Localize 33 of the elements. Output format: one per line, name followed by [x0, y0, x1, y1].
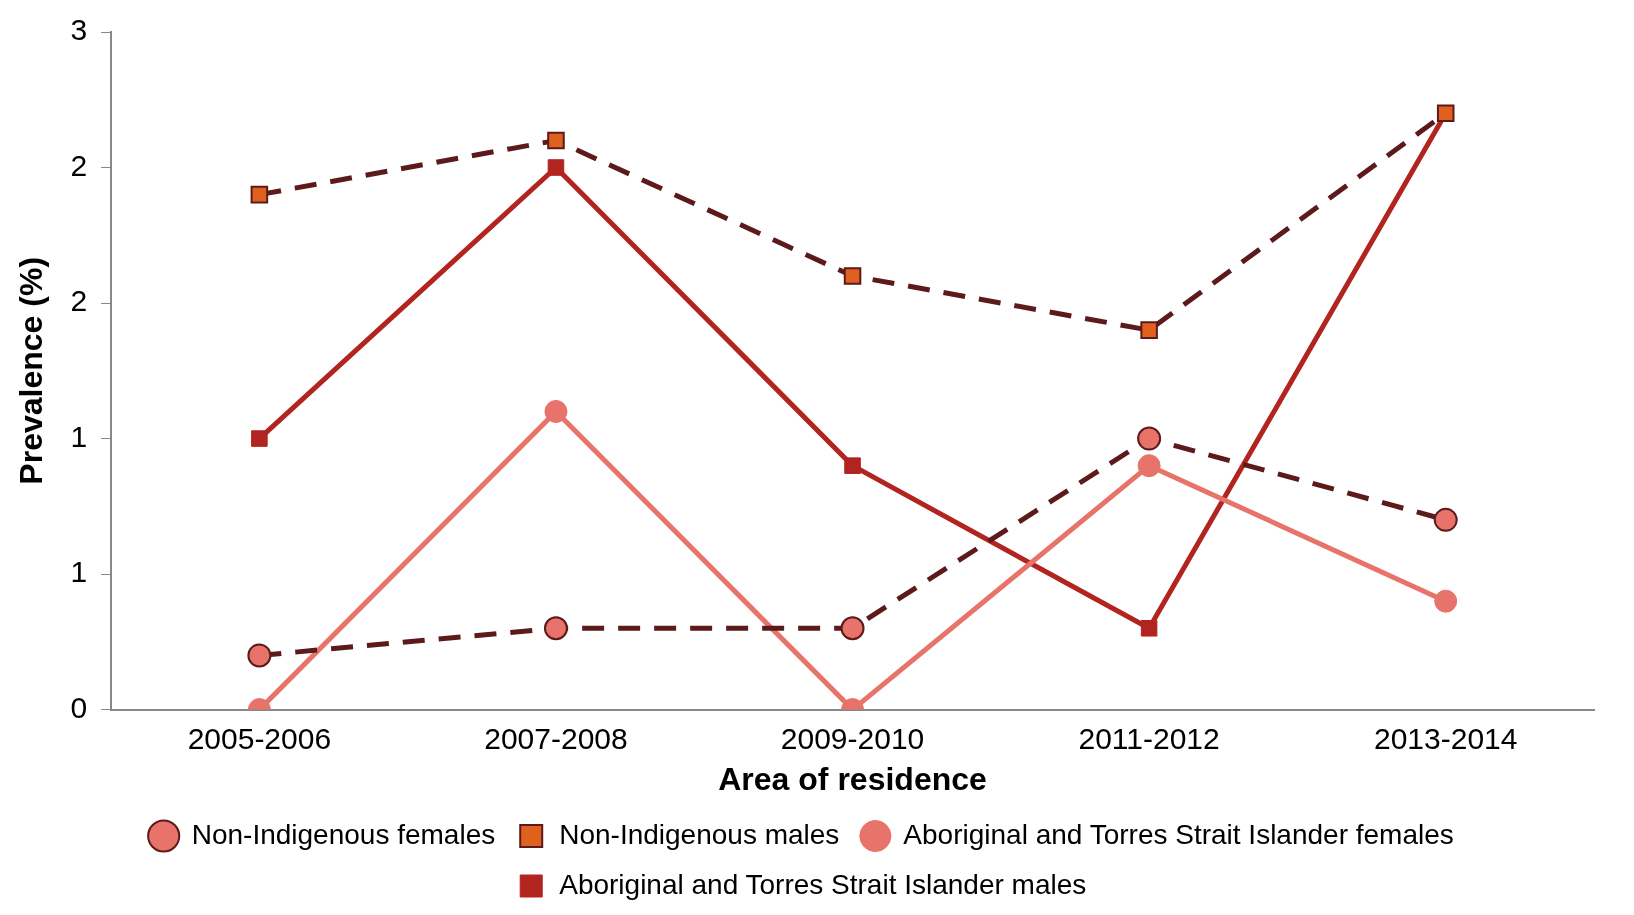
point	[1433, 507, 1458, 532]
x-tick-label: 2009-2010	[780, 721, 925, 755]
point	[1137, 454, 1161, 478]
y-tick-label: 1	[70, 555, 88, 589]
x-tick-label: 2005-2006	[187, 721, 332, 755]
legend-label: Aboriginal and Torres Strait Islander females	[903, 818, 1454, 850]
legend-label: Aboriginal and Torres Strait Islander males	[559, 868, 1087, 900]
y-tick-label: 2	[70, 148, 88, 182]
x-tick-label: 2011-2012	[1078, 721, 1220, 755]
point	[1140, 321, 1158, 339]
y-tick-label: 1	[70, 419, 88, 453]
point	[843, 267, 862, 285]
legend-label: Non-Indigenous females	[191, 818, 496, 850]
point	[1434, 589, 1458, 613]
y-tick-label: 0	[70, 690, 88, 724]
point	[251, 430, 268, 447]
point	[250, 185, 269, 204]
point	[1140, 620, 1158, 637]
y-tick-label: 3	[70, 13, 88, 47]
point	[547, 131, 565, 150]
point	[840, 616, 865, 641]
x-axis-title: Area of residence	[718, 760, 987, 797]
y-tick-label: 2	[70, 284, 88, 318]
x-tick-label: 2007-2008	[484, 721, 628, 755]
x-tick-label: 2013-2014	[1373, 721, 1518, 755]
point	[543, 616, 568, 641]
y-axis-title: Prevalence (%)	[13, 256, 50, 485]
point	[1137, 426, 1162, 451]
point	[844, 457, 861, 474]
point	[547, 159, 565, 176]
legend-label: Non-Indigenous males	[559, 818, 840, 850]
point	[247, 643, 272, 668]
point	[544, 399, 568, 423]
